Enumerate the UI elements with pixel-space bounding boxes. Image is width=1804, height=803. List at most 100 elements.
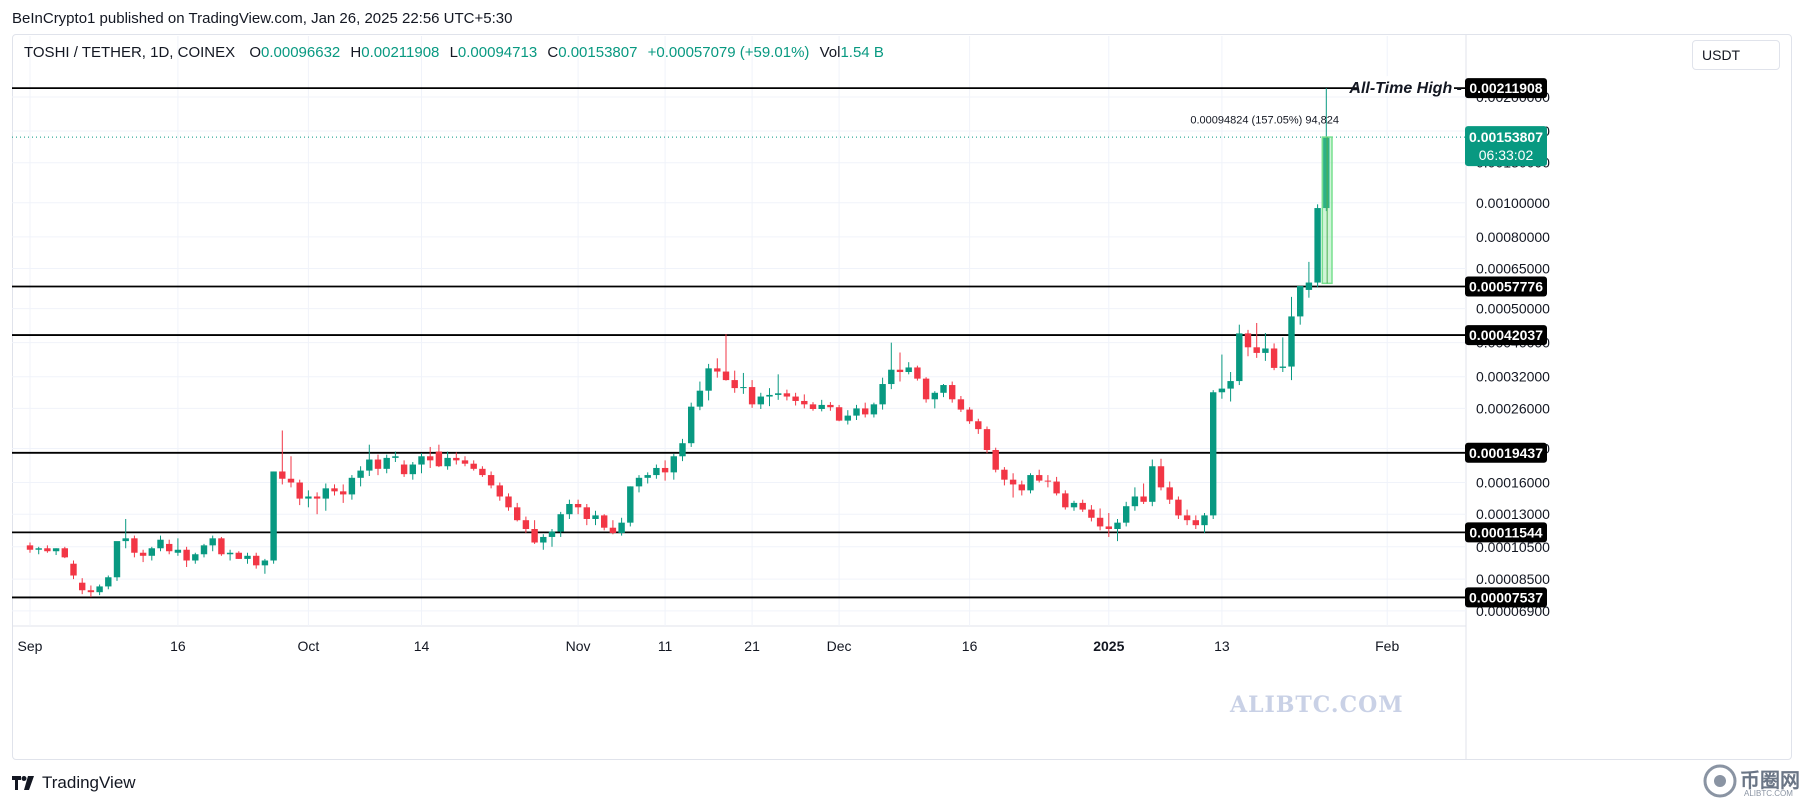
candle-body-up	[52, 548, 60, 552]
candle-body-down	[601, 515, 608, 528]
candle-body-down	[731, 380, 738, 389]
level-price-tag[interactable]	[1465, 276, 1547, 297]
candle-body-down	[279, 471, 286, 479]
candle-body-up	[122, 538, 129, 542]
candle-body-down	[1253, 347, 1260, 353]
currency-button[interactable]: USDT	[1692, 40, 1780, 70]
level-price-tag[interactable]	[1465, 587, 1547, 608]
open-label: O	[249, 44, 261, 61]
candle-body-up	[566, 503, 573, 515]
level-price-label: 0.00007537	[1469, 589, 1543, 605]
candle-body-up	[688, 406, 695, 444]
candle-body-up	[270, 471, 277, 561]
low-value: 0.00094713	[457, 44, 538, 61]
candle-body-up	[888, 369, 895, 385]
candle-body-up	[879, 384, 886, 405]
candle-body-down	[296, 482, 303, 499]
candle-body-up	[105, 577, 112, 587]
candle-body-down	[1009, 479, 1017, 485]
ohlc-legend: TOSHI / TETHER, 1D, COINEX O0.00096632 H…	[24, 44, 884, 61]
candle-body-down	[374, 459, 382, 469]
time-axis[interactable]: Sep 16 Oct 14 Nov 11 21 Dec 16 2025 13 Feb	[18, 638, 1400, 654]
level-price-tag[interactable]	[1465, 325, 1547, 346]
price-tick-label: 0.00065000	[1476, 261, 1550, 277]
candle-body-up	[1114, 522, 1121, 529]
tradingview-logo-text[interactable]: TradingView	[42, 773, 136, 792]
time-tick-label: 14	[414, 638, 430, 654]
candle-body-up	[209, 538, 216, 546]
level-price-label: 0.00011544	[1469, 524, 1542, 540]
candle-body-up	[305, 496, 312, 499]
time-tick-label: 21	[744, 638, 760, 654]
alibtc-logo-icon	[1703, 764, 1737, 798]
candle-body-up	[409, 464, 416, 475]
candle-body-down	[966, 409, 973, 422]
candle-body-down	[896, 369, 904, 373]
candle-body-down	[583, 507, 590, 519]
candle-body-down	[661, 467, 669, 473]
level-price-tag[interactable]	[1465, 522, 1547, 543]
candle-body-down	[975, 421, 982, 430]
candle-body-down	[1036, 475, 1043, 481]
publisher-caption: BeInCrypto1 published on TradingView.com…	[12, 10, 513, 27]
level-price-tag[interactable]	[1465, 442, 1547, 463]
price-tick-label: 0.00013000	[1476, 506, 1550, 522]
watermark-text: ALIBTC.COM	[1230, 692, 1404, 718]
candle-body-down	[1018, 484, 1025, 491]
candle-body-down	[435, 451, 443, 467]
candle-body-up	[418, 456, 425, 465]
price-tick-label: 0.00016000	[1476, 475, 1550, 491]
publication-header: BeInCrypto1 published on TradingView.com…	[0, 0, 1804, 34]
candle-body-up	[853, 408, 860, 416]
candle-body-up	[644, 475, 651, 478]
time-tick-label: Sep	[18, 638, 43, 654]
candle-body-down	[331, 488, 338, 492]
candle-body-down	[992, 449, 999, 470]
volume-label: Vol	[819, 44, 841, 61]
candle-body-down	[949, 385, 956, 400]
candle-body-down	[983, 429, 991, 450]
candle-body-up	[192, 554, 199, 561]
current-price-tag[interactable]	[1465, 126, 1547, 167]
candle-body-down	[922, 378, 930, 400]
open-value: 0.00096632	[261, 44, 341, 61]
volume-value: 1.54 B	[840, 44, 884, 61]
candle-body-down	[609, 527, 617, 533]
candle-body-up	[1149, 466, 1156, 502]
candles	[26, 88, 1330, 598]
level-price-label: 0.00019437	[1469, 445, 1543, 461]
candle-body-up	[775, 393, 782, 395]
candle-body-down	[400, 464, 408, 475]
candle-body-down	[574, 503, 582, 508]
candle-body-down	[218, 538, 225, 555]
candle-body-down	[748, 387, 756, 405]
candle-body-up	[226, 552, 234, 555]
candle-body-down	[1001, 469, 1008, 480]
level-price-tag[interactable]	[1465, 78, 1547, 99]
candle-body-up	[1236, 333, 1243, 382]
alibtc-brand: 币圈网 ALIBTC.COM	[1700, 762, 1800, 800]
close-value: 0.00153807	[558, 44, 638, 61]
symbol-label[interactable]: TOSHI / TETHER, 1D, COINEX	[24, 44, 236, 61]
candle-body-down	[1183, 515, 1191, 521]
candle-body-up	[1279, 366, 1286, 368]
candle-body-up	[670, 456, 677, 473]
tradingview-logo-icon[interactable]	[12, 776, 34, 790]
candle-body-down	[79, 582, 86, 591]
time-tick-label: Feb	[1375, 638, 1399, 654]
high-label: H	[350, 44, 362, 61]
candle-body-down	[827, 404, 834, 408]
candle-body-down	[783, 393, 791, 397]
candle-body-down	[1157, 466, 1165, 488]
price-axis[interactable]: 0.002000000.001600000.001300000.00100000…	[1465, 78, 1550, 619]
candle-body-down	[461, 460, 469, 464]
candle-body-down	[166, 543, 173, 552]
candle-body-down	[1079, 502, 1086, 510]
support-resistance-lines: All-Time High -	[12, 76, 1466, 599]
candle-body-up	[627, 486, 634, 523]
candle-body-up	[618, 522, 625, 533]
price-tick-label: 0.00008500	[1476, 571, 1550, 587]
candle-body-up	[383, 457, 390, 469]
candle-body-down	[1105, 526, 1112, 529]
